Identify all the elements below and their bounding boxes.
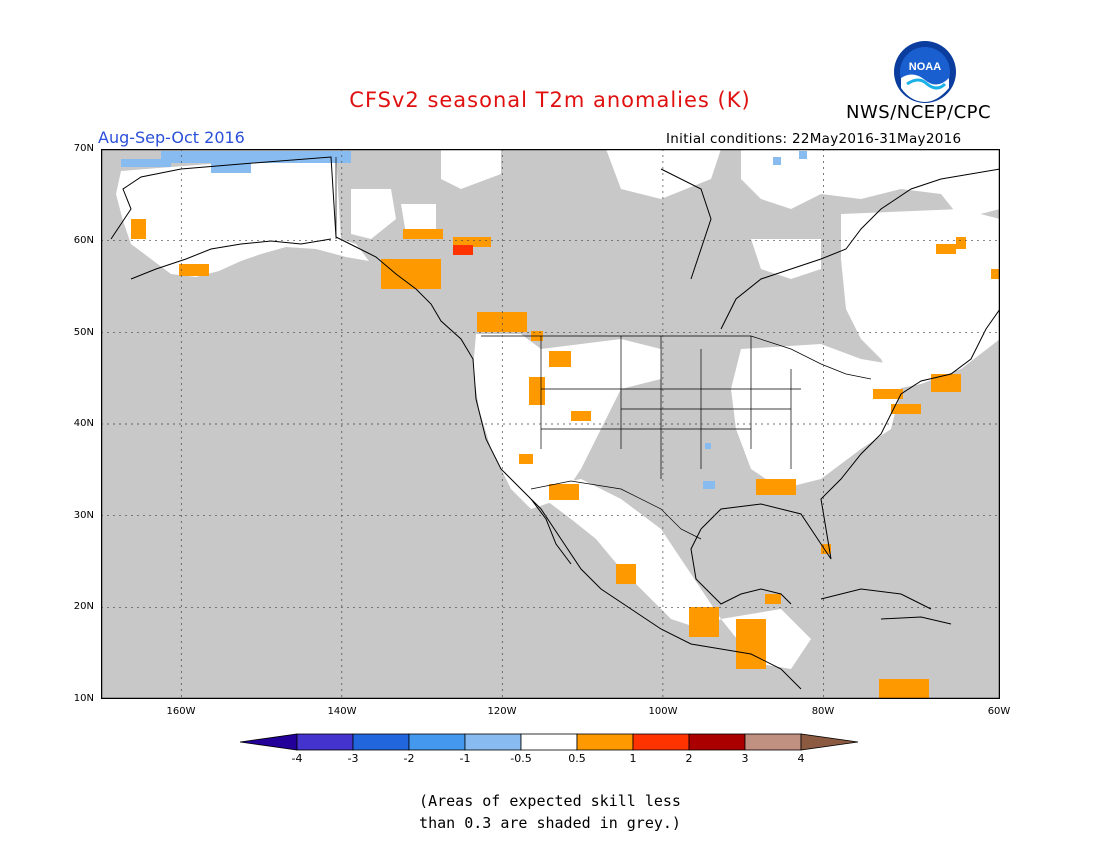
map-frame (101, 149, 1000, 699)
colorbar-tick-label: -3 (347, 752, 359, 765)
near-normal-regions (116, 149, 1000, 669)
strong-above-normal-cells (453, 245, 473, 255)
colorbar-swatch (520, 733, 578, 751)
season-label: Aug-Sep-Oct 2016 (98, 128, 245, 147)
lat-label-70n: 70N (73, 143, 94, 154)
colorbar-arrow-high (800, 733, 859, 751)
graticule (101, 149, 1000, 699)
colorbar (240, 733, 862, 751)
below-normal-cells (121, 151, 807, 489)
colorbar-swatch (688, 733, 746, 751)
agency-label: NWS/NCEP/CPC (846, 102, 992, 123)
initial-conditions-label: Initial conditions: 22May2016-31May2016 (666, 131, 962, 147)
colorbar-tick-label: 2 (685, 752, 693, 765)
colorbar-tick-label: -1 (459, 752, 471, 765)
colorbar-tick-label: 4 (797, 752, 805, 765)
coastlines (110, 156, 1000, 690)
logo-text: NOAA (909, 61, 941, 73)
lon-label-140w: 140W (327, 706, 357, 717)
above-normal-cells (131, 219, 1000, 699)
chart-title: CFSv2 seasonal T2m anomalies (K) (349, 88, 751, 112)
colorbar-tick-label: 0.5 (568, 752, 586, 765)
colorbar-tick-label: -4 (291, 752, 303, 765)
lon-label-80w: 80W (811, 706, 835, 717)
footnote: (Areas of expected skill less than 0.3 a… (0, 790, 1100, 834)
colorbar-swatch (464, 733, 522, 751)
colorbar-tick-label: -0.5 (510, 752, 532, 765)
footnote-line-1: (Areas of expected skill less (419, 792, 681, 810)
colorbar-swatch (408, 733, 466, 751)
noaa-logo: NOAA (893, 40, 957, 104)
lon-label-120w: 120W (487, 706, 517, 717)
lat-label-50n: 50N (73, 327, 94, 338)
lat-label-30n: 30N (73, 510, 94, 521)
colorbar-arrow-low (240, 733, 298, 751)
footnote-line-2: than 0.3 are shaded in grey.) (419, 814, 681, 832)
colorbar-swatch (296, 733, 354, 751)
colorbar-swatch (352, 733, 410, 751)
lat-label-10n: 10N (73, 693, 94, 704)
colorbar-tick-label: 1 (629, 752, 637, 765)
lon-label-100w: 100W (648, 706, 678, 717)
colorbar-swatch (632, 733, 690, 751)
anomaly-map (101, 149, 1000, 699)
lat-label-20n: 20N (73, 601, 94, 612)
colorbar-tick-label: 3 (741, 752, 749, 765)
lon-label-60w: 60W (987, 706, 1011, 717)
colorbar-swatch (744, 733, 802, 751)
lat-label-60n: 60N (73, 235, 94, 246)
borders (335, 157, 872, 540)
colorbar-tick-label: -2 (403, 752, 415, 765)
colorbar-swatch (576, 733, 634, 751)
lat-label-40n: 40N (73, 418, 94, 429)
lon-label-160w: 160W (166, 706, 196, 717)
